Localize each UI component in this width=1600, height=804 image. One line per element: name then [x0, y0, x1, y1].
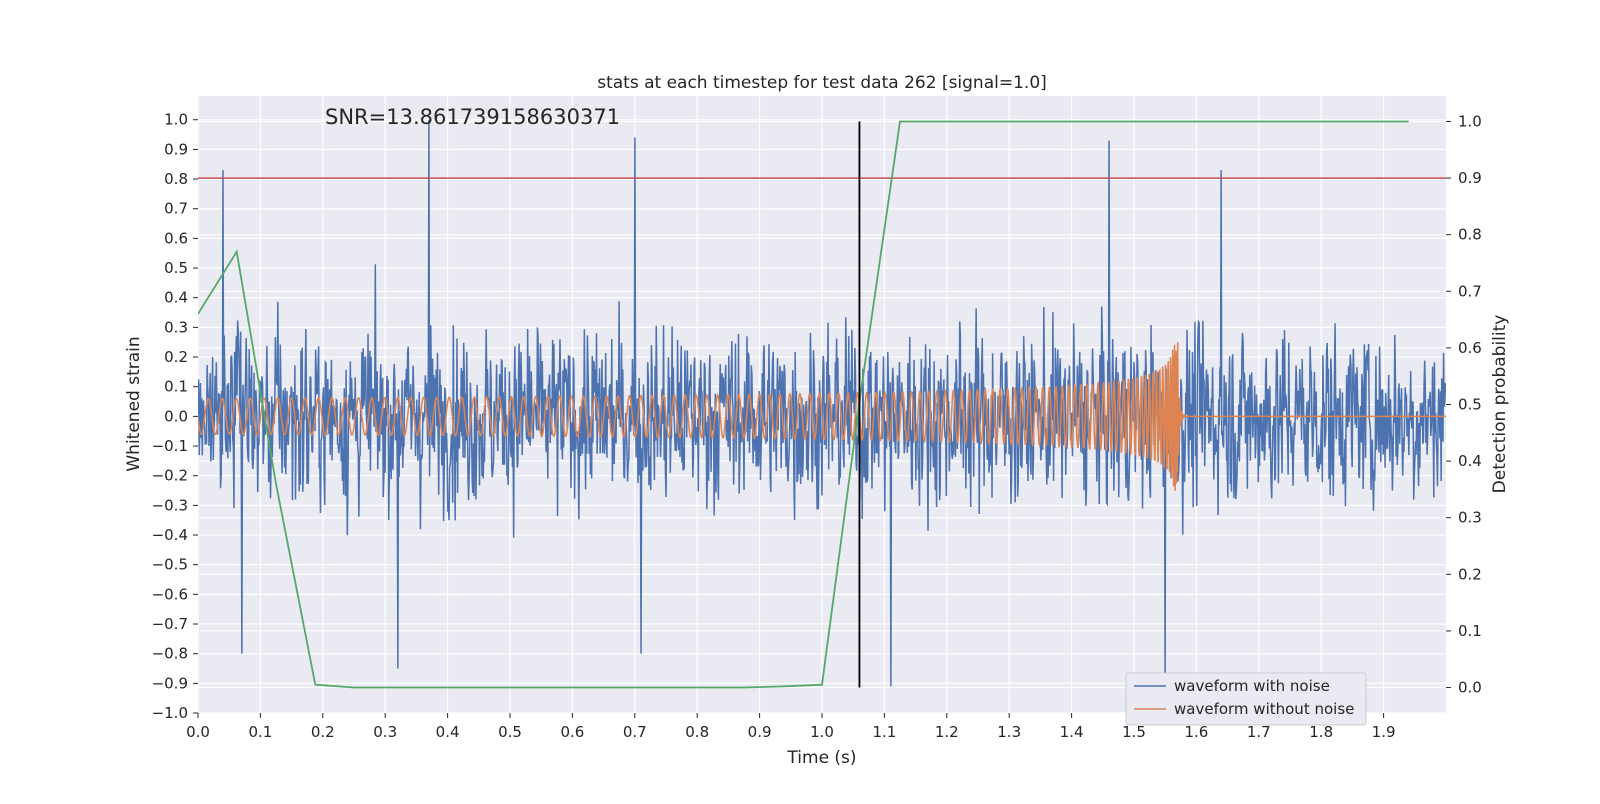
- x-tick-label: 0.6: [560, 723, 584, 741]
- y-axis-label: Whitened strain: [124, 336, 144, 471]
- y2-tick-label: 0.4: [1458, 452, 1482, 470]
- y-tick-label: 0.3: [164, 318, 188, 336]
- x-tick-label: 1.8: [1309, 723, 1333, 741]
- x-axis-label: Time (s): [786, 748, 856, 768]
- y-tick-label: 0.4: [164, 289, 188, 307]
- y-tick-label: −0.1: [152, 437, 188, 455]
- x-tick-label: 0.0: [186, 723, 210, 741]
- y-tick-label: 0.0: [164, 407, 188, 425]
- x-tick-label: 0.4: [436, 723, 460, 741]
- chart-title: stats at each timestep for test data 262…: [597, 73, 1047, 93]
- x-tick-label: 0.3: [373, 723, 397, 741]
- y-tick-label: 0.6: [164, 229, 188, 247]
- y2-tick-label: 0.6: [1458, 339, 1482, 357]
- y2-tick-label: 0.5: [1458, 396, 1482, 414]
- x-tick-label: 0.2: [311, 723, 335, 741]
- x-tick-label: 0.1: [248, 723, 272, 741]
- y-tick-label: −0.7: [152, 615, 188, 633]
- y-axis-ticks: −1.0 −0.9 −0.8 −0.7 −0.6 −0.5 −0.4 −0.3 −0.2 −0.1…: [152, 111, 198, 722]
- legend: waveform with noise waveform without noi…: [1126, 673, 1366, 725]
- x-tick-label: 1.1: [872, 723, 896, 741]
- y2-tick-label: 0.9: [1458, 169, 1482, 187]
- legend-label-noise: waveform with noise: [1174, 677, 1330, 695]
- snr-annotation: SNR=13.861739158630371: [325, 105, 620, 129]
- y2-tick-label: 0.2: [1458, 565, 1482, 583]
- y-tick-label: −1.0: [152, 704, 188, 722]
- x-tick-label: 1.3: [997, 723, 1021, 741]
- y-tick-label: 0.1: [164, 378, 188, 396]
- y2-tick-label: 0.0: [1458, 679, 1482, 697]
- x-tick-label: 0.5: [498, 723, 522, 741]
- y-tick-label: 0.2: [164, 348, 188, 366]
- y-tick-label: −0.8: [152, 645, 188, 663]
- y2-tick-label: 0.1: [1458, 622, 1482, 640]
- x-tick-label: 1.6: [1184, 723, 1208, 741]
- y-tick-label: −0.4: [152, 526, 188, 544]
- y-tick-label: 0.7: [164, 200, 188, 218]
- y2-axis-ticks: 0.0 0.1 0.2 0.3 0.4 0.5 0.6 0.7 0.8 0.9 1.0: [1446, 112, 1482, 696]
- y-tick-label: 1.0: [164, 111, 188, 129]
- x-tick-label: 1.7: [1247, 723, 1271, 741]
- y-tick-label: 0.9: [164, 140, 188, 158]
- y-tick-label: −0.5: [152, 556, 188, 574]
- y2-tick-label: 0.3: [1458, 509, 1482, 527]
- y-tick-label: 0.5: [164, 259, 188, 277]
- legend-label-clean: waveform without noise: [1174, 700, 1354, 718]
- y2-axis-label: Detection probability: [1490, 315, 1510, 494]
- y-tick-label: −0.9: [152, 674, 188, 692]
- x-tick-label: 1.0: [810, 723, 834, 741]
- y-tick-label: −0.2: [152, 467, 188, 485]
- y2-tick-label: 0.8: [1458, 226, 1482, 244]
- y2-tick-label: 1.0: [1458, 112, 1482, 130]
- x-tick-label: 1.4: [1060, 723, 1084, 741]
- x-tick-label: 0.7: [623, 723, 647, 741]
- x-tick-label: 0.9: [748, 723, 772, 741]
- x-tick-label: 1.5: [1122, 723, 1146, 741]
- x-tick-label: 1.2: [935, 723, 959, 741]
- x-tick-label: 1.9: [1372, 723, 1396, 741]
- y2-tick-label: 0.7: [1458, 282, 1482, 300]
- y-tick-label: 0.8: [164, 170, 188, 188]
- x-tick-label: 0.8: [685, 723, 709, 741]
- y-tick-label: −0.3: [152, 496, 188, 514]
- y-tick-label: −0.6: [152, 585, 188, 603]
